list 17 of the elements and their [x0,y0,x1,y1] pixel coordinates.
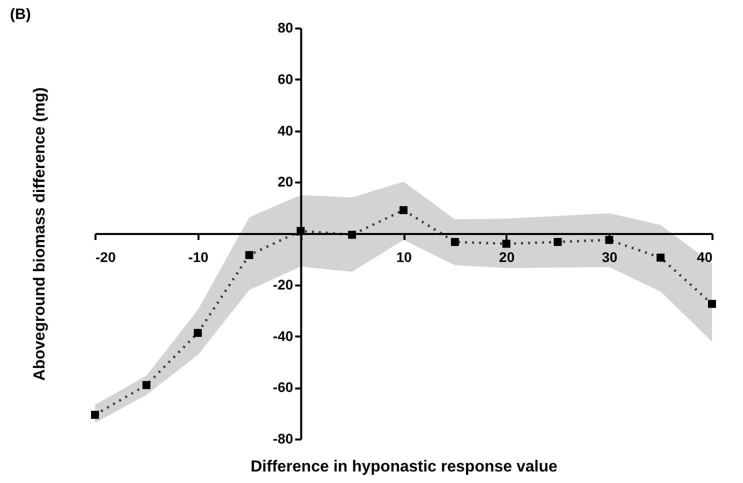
x-tick-label: -10 [188,249,209,265]
y-tick-label: 40 [278,122,294,138]
x-tick-label: 10 [396,249,412,265]
y-tick-label: -80 [272,430,294,446]
x-tick-label: -20 [96,249,116,265]
y-axis-title: Aboveground biomass difference (mg) [32,87,48,381]
x-tick-label: 30 [602,249,618,265]
y-tick-label: 20 [278,174,294,190]
y-tick-label: 60 [278,70,294,87]
y-tick-label: -60 [272,379,294,396]
x-axis-title: Difference in hyponastic response value [250,458,558,476]
chart-title: (B) [10,6,31,23]
y-tick-label: 80 [278,20,294,36]
y-tick-label: -20 [272,276,294,292]
x-tick-label: 40 [696,249,713,265]
y-tick-label: -40 [272,328,294,344]
x-tick-label: 20 [499,249,515,265]
